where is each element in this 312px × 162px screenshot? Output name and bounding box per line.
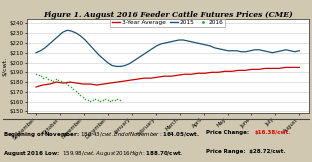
- Text: Price Change:: Price Change:: [206, 130, 251, 135]
- Text: $16.38/cwt.: $16.38/cwt.: [254, 130, 291, 135]
- Legend: 3-Year Average, 2015, 2016: 3-Year Average, 2015, 2016: [110, 18, 225, 27]
- Text: Beginning of November: $180.43/cwt.  End of November: $164.05/cwt.: Beginning of November: $180.43/cwt. End …: [3, 130, 200, 139]
- Title: Figure 1. August 2016 Feeder Cattle Futures Prices (CME): Figure 1. August 2016 Feeder Cattle Futu…: [43, 11, 293, 19]
- Text: August 2016 Low:  $159.98/cwt.       August 2016 High: $188.70/cwt.: August 2016 Low: $159.98/cwt. August 201…: [3, 149, 183, 158]
- Text: Price Range:  $28.72/cwt.: Price Range: $28.72/cwt.: [206, 149, 285, 154]
- Y-axis label: $/cwt.: $/cwt.: [2, 57, 7, 76]
